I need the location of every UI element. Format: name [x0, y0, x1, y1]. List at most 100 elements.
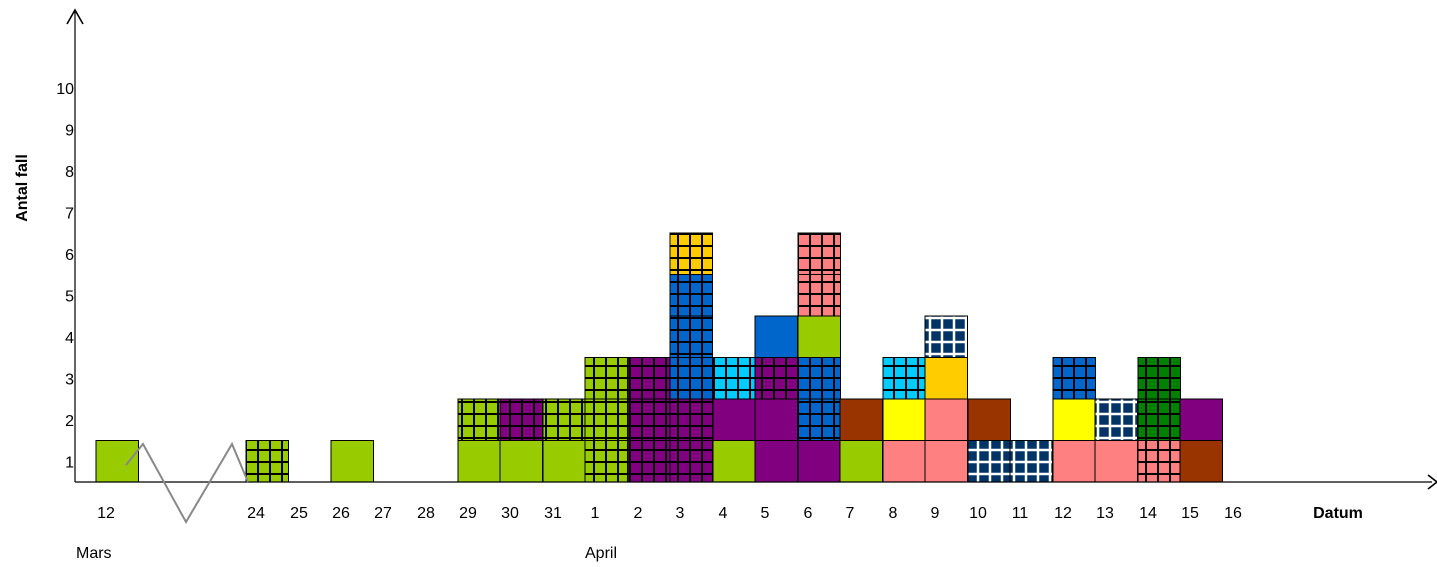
case-block — [330, 440, 374, 483]
y-tick-label: 9 — [65, 122, 74, 139]
case-block-pattern — [1137, 398, 1181, 441]
case-blocks — [95, 232, 1223, 483]
case-block-pattern — [627, 440, 671, 483]
case-block-pattern — [584, 357, 628, 400]
y-tick-label: 3 — [65, 371, 74, 388]
case-block — [839, 440, 883, 483]
x-tick-label: 5 — [761, 505, 770, 522]
case-block-pattern — [669, 357, 713, 400]
case-block-pattern — [669, 315, 713, 358]
x-tick-label: 12 — [1054, 505, 1072, 522]
y-tick-label: 8 — [65, 164, 74, 181]
x-tick-label: 12 — [97, 505, 115, 522]
case-block — [754, 398, 798, 441]
x-tick-label: 25 — [290, 505, 308, 522]
y-axis-arrow-icon — [66, 8, 84, 25]
case-block-pattern — [669, 398, 713, 441]
case-block — [797, 315, 841, 358]
case-block-pattern — [584, 398, 628, 441]
case-block — [542, 440, 586, 483]
x-tick-label: 28 — [417, 505, 435, 522]
x-tick-label: 9 — [931, 505, 940, 522]
x-tick-label: 16 — [1224, 505, 1242, 522]
y-tick-label: 2 — [65, 413, 74, 430]
case-block — [797, 440, 841, 483]
y-tick-label: 10 — [56, 81, 74, 98]
case-block-pattern — [627, 398, 671, 441]
y-axis-title: Antal fall — [14, 154, 31, 222]
case-block-pattern — [499, 398, 543, 441]
x-tick-label: 31 — [544, 505, 562, 522]
case-block-pattern — [669, 274, 713, 317]
case-block — [1179, 440, 1223, 483]
x-tick-label: 15 — [1181, 505, 1199, 522]
case-block — [754, 315, 798, 358]
case-block-pattern — [245, 440, 289, 483]
case-block-pattern — [1137, 440, 1181, 483]
x-tick-label: 24 — [247, 505, 265, 522]
x-tick-label: 3 — [676, 505, 685, 522]
case-block-pattern — [1094, 398, 1138, 441]
case-block-pattern — [669, 440, 713, 483]
case-block — [924, 440, 968, 483]
x-tick-label: 13 — [1096, 505, 1114, 522]
case-block-pattern — [797, 398, 841, 441]
case-block — [1094, 440, 1138, 483]
x-tick-label: 1 — [591, 505, 600, 522]
case-block — [924, 357, 968, 400]
x-tick-label: 11 — [1012, 505, 1029, 522]
month-label: April — [585, 545, 617, 562]
x-tick-label: 26 — [332, 505, 350, 522]
x-tick-label: 14 — [1139, 505, 1157, 522]
x-tick-label: 6 — [804, 505, 813, 522]
case-block — [1052, 440, 1096, 483]
case-block-pattern — [669, 232, 713, 275]
case-block — [499, 440, 543, 483]
case-block-pattern — [797, 357, 841, 400]
case-block — [95, 440, 139, 483]
case-block — [967, 398, 1011, 441]
axes — [66, 8, 1437, 525]
y-tick-label: 6 — [65, 247, 74, 264]
y-tick-label: 4 — [65, 330, 74, 347]
case-block-pattern — [924, 315, 968, 358]
case-block — [712, 440, 756, 483]
x-axis-arrow-icon — [1427, 474, 1437, 490]
x-tick-label: 29 — [459, 505, 477, 522]
case-block — [457, 440, 501, 483]
case-block — [1052, 398, 1096, 441]
y-tick-label: 5 — [65, 288, 74, 305]
case-block-pattern — [1009, 440, 1053, 483]
case-block — [754, 440, 798, 483]
case-block-pattern — [1137, 357, 1181, 400]
case-block-pattern — [797, 232, 841, 275]
case-block-pattern — [627, 357, 671, 400]
x-tick-label: 4 — [719, 505, 728, 522]
case-block-pattern — [967, 440, 1011, 483]
axis-break-icon — [125, 441, 249, 525]
case-block-pattern — [754, 357, 798, 400]
case-block-pattern — [797, 274, 841, 317]
x-axis-title: Datum — [1313, 505, 1363, 522]
x-tick-label: 27 — [374, 505, 392, 522]
case-block-pattern — [882, 357, 926, 400]
x-tick-label: 30 — [501, 505, 519, 522]
case-block-pattern — [1052, 357, 1096, 400]
case-block — [882, 440, 926, 483]
y-tick-label: 1 — [65, 454, 74, 471]
x-tick-label: 2 — [634, 505, 643, 522]
x-tick-label: 10 — [969, 505, 987, 522]
case-block — [924, 398, 968, 441]
case-block-pattern — [584, 440, 628, 483]
case-block — [882, 398, 926, 441]
case-block — [1179, 398, 1223, 441]
month-label: Mars — [76, 545, 112, 562]
case-block-pattern — [712, 357, 756, 400]
y-tick-label: 7 — [65, 205, 74, 222]
x-tick-label: 8 — [889, 505, 898, 522]
case-block — [839, 398, 883, 441]
x-tick-label: 7 — [846, 505, 855, 522]
